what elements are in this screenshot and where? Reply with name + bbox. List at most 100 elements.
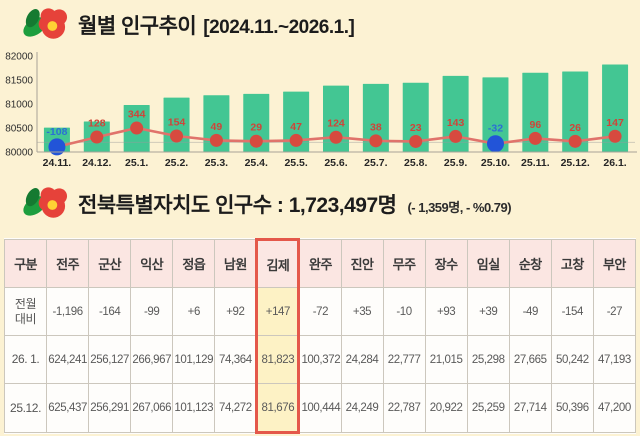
change-label-25.4.: 29 — [250, 122, 262, 134]
column-header-고창: 고창 — [550, 239, 594, 288]
change-label-25.2.: 154 — [168, 116, 186, 128]
bar-26.1. — [602, 64, 629, 152]
cell-군산-row1: -164 — [88, 287, 132, 336]
row-label: 전월 대비 — [3, 287, 48, 336]
bar-25.3. — [203, 95, 230, 152]
x-tick-25.2.: 25.2. — [165, 157, 188, 169]
cell-김제-row3: 81,676 — [255, 383, 301, 434]
column-header-전주: 전주 — [46, 239, 90, 288]
column-header-임실: 임실 — [466, 239, 510, 288]
cell-장수-row3: 20,922 — [424, 383, 468, 433]
cell-전주-row3: 625,437 — [46, 383, 90, 433]
change-label-25.6.: 124 — [327, 118, 345, 130]
change-label-26.1.: 147 — [606, 117, 624, 129]
x-tick-25.1.: 25.1. — [125, 157, 148, 169]
chart-section-header: 월별 인구추이 [2024.11.~2026.1.] — [22, 2, 355, 48]
cell-고창-row2: 50,242 — [550, 335, 594, 384]
change-marker-24.11. — [48, 138, 66, 156]
population-table-wrap: 구분 전주 군산 익산 정읍 남원 김제 완주 진안 무주 장수 임실 순창 고창 부안 전월 대비 -1,19… — [3, 238, 637, 434]
population-table: 구분 전주 군산 익산 정읍 남원 김제 완주 진안 무주 장수 임실 순창 고창 부안 전월 대비 -1,19… — [3, 238, 637, 434]
change-label-25.7.: 38 — [370, 121, 382, 133]
table-row-1: 전월 대비 -1,196 -164 -99 +6 +92 +147 -72 +35 -10 +93 +… — [3, 287, 637, 336]
column-header-순창: 순창 — [508, 239, 552, 288]
total-population-title: 전북특별자치도 인구수 : 1,723,497명 — [78, 194, 397, 217]
camellia-flower-icon — [22, 182, 69, 226]
cell-진안-row1: +35 — [340, 287, 384, 336]
cell-정읍-row1: +6 — [172, 287, 216, 336]
cell-익산-row2: 266,967 — [130, 335, 174, 384]
cell-김제-row2: 81,823 — [255, 335, 301, 384]
bar-25.8. — [402, 82, 429, 152]
x-tick-25.12.: 25.12. — [561, 157, 590, 169]
cell-남원-row2: 74,364 — [214, 335, 258, 384]
cell-순창-row3: 27,714 — [508, 383, 552, 433]
cell-완주-row2: 100,372 — [298, 335, 342, 384]
change-marker-25.10. — [486, 135, 504, 153]
change-marker-25.8. — [409, 134, 423, 148]
change-marker-25.2. — [170, 129, 184, 143]
x-tick-25.8.: 25.8. — [404, 157, 427, 169]
x-tick-25.7.: 25.7. — [364, 157, 387, 169]
column-header-군산: 군산 — [88, 239, 132, 288]
row-label: 26. 1. — [3, 335, 48, 384]
bar-25.6. — [323, 85, 349, 152]
cell-완주-row3: 100,444 — [298, 383, 342, 433]
bar-25.7. — [362, 83, 389, 152]
change-label-25.3.: 49 — [211, 121, 223, 133]
y-tick-81500: 81500 — [5, 76, 33, 87]
population-trend-chart: -108 128 344 154 49 29 47 124 38 23 143 -32 96 26 147 8… — [5, 52, 637, 169]
cell-남원-row1: +92 — [214, 287, 258, 336]
cell-익산-row3: 267,066 — [130, 383, 174, 433]
x-tick-25.11.: 25.11. — [521, 157, 550, 169]
column-header-무주: 무주 — [382, 239, 426, 288]
population-change-note: (- 1,359명, - %0.79) — [407, 200, 512, 215]
cell-김제-row1: +147 — [255, 287, 301, 336]
column-header-장수: 장수 — [424, 239, 468, 288]
cell-부안-row3: 47,200 — [592, 383, 637, 433]
column-header-남원: 남원 — [214, 239, 258, 288]
cell-무주-row1: -10 — [382, 287, 426, 336]
column-header-진안: 진안 — [340, 239, 384, 288]
chart-date-range: [2024.11.~2026.1.] — [203, 17, 355, 38]
x-tick-26.1.: 26.1. — [603, 157, 626, 169]
bar-25.9. — [442, 75, 469, 152]
y-tick-80500: 80500 — [5, 124, 33, 135]
change-label-25.10.: -32 — [488, 123, 503, 135]
column-header-김제: 김제 — [255, 238, 301, 288]
table-header-row: 구분 전주 군산 익산 정읍 남원 김제 완주 진안 무주 장수 임실 순창 고창 부안 — [3, 238, 637, 288]
x-tick-25.6.: 25.6. — [324, 157, 347, 169]
cell-임실-row1: +39 — [466, 287, 510, 336]
bar-25.4. — [243, 93, 270, 152]
change-label-25.1.: 344 — [128, 109, 146, 121]
change-label-24.11.: -108 — [46, 126, 67, 138]
cell-군산-row2: 256,127 — [88, 335, 132, 384]
row-label: 25.12. — [3, 383, 48, 433]
x-tick-25.10.: 25.10. — [481, 157, 510, 169]
cell-전주-row1: -1,196 — [46, 287, 90, 336]
cell-정읍-row3: 101,123 — [172, 383, 216, 433]
camellia-flower-icon — [22, 3, 69, 47]
cell-고창-row1: -154 — [550, 287, 594, 336]
cell-전주-row2: 624,241 — [46, 335, 90, 384]
bar-25.10. — [482, 77, 509, 152]
cell-부안-row1: -27 — [592, 287, 637, 336]
table-row-3: 25.12. 625,437 256,291 267,066 101,123 74,272… — [3, 383, 637, 434]
chart-title: 월별 인구추이 — [78, 15, 197, 38]
cell-순창-row1: -49 — [508, 287, 552, 336]
change-marker-25.6. — [329, 130, 343, 144]
change-marker-25.12. — [568, 134, 582, 148]
cell-진안-row3: 24,249 — [340, 383, 384, 433]
change-label-25.12.: 26 — [569, 122, 581, 134]
change-marker-24.12. — [90, 130, 104, 144]
cell-진안-row2: 24,284 — [340, 335, 384, 384]
bar-25.12. — [562, 71, 589, 152]
change-marker-25.7. — [369, 134, 383, 148]
x-tick-24.11.: 24.11. — [43, 157, 72, 169]
column-header-익산: 익산 — [130, 239, 174, 288]
cell-임실-row3: 25,259 — [466, 383, 510, 433]
cell-부안-row2: 47,193 — [592, 335, 637, 384]
population-section-header: 전북특별자치도 인구수 : 1,723,497명 (- 1,359명, - %0… — [22, 180, 512, 228]
cell-무주-row3: 22,787 — [382, 383, 426, 433]
cell-무주-row2: 22,777 — [382, 335, 426, 384]
